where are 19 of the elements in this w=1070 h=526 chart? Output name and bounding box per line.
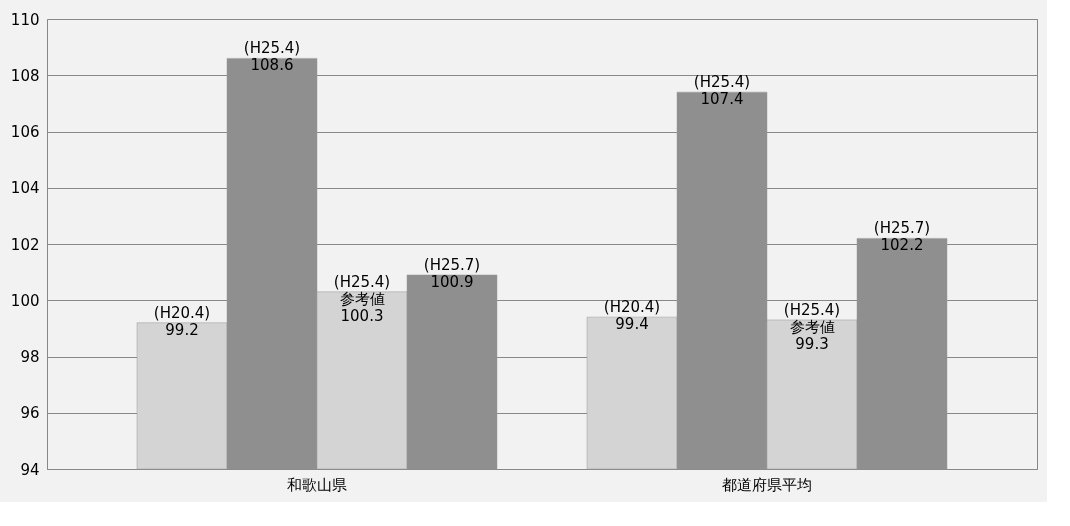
data-label: (H25.7) 100.9 [423,255,481,291]
data-label: (H25.4) 参考値 100.3 [333,272,391,325]
y-tick-label: 110 [10,10,40,29]
data-label: (H25.4) 108.6 [243,39,301,75]
y-tick-label: 100 [10,291,40,310]
y-tick-label: 96 [20,404,40,423]
y-tick-label: 94 [20,460,40,479]
x-tick-label: 和歌山県 [287,475,347,494]
x-tick-label: 都道府県平均 [722,475,812,494]
data-label: (H20.4) 99.4 [603,298,661,334]
y-tick-label: 108 [10,66,40,85]
data-label: (H25.7) 102.2 [873,219,931,255]
y-tick-label: 104 [10,179,40,198]
data-label: (H20.4) 99.2 [153,303,211,339]
data-label: (H25.4) 参考値 99.3 [783,300,841,353]
y-tick-label: 98 [20,348,40,366]
y-tick-label: 106 [10,123,40,141]
data-label: (H25.4) 107.4 [693,73,751,109]
y-tick-label: 102 [10,235,40,254]
